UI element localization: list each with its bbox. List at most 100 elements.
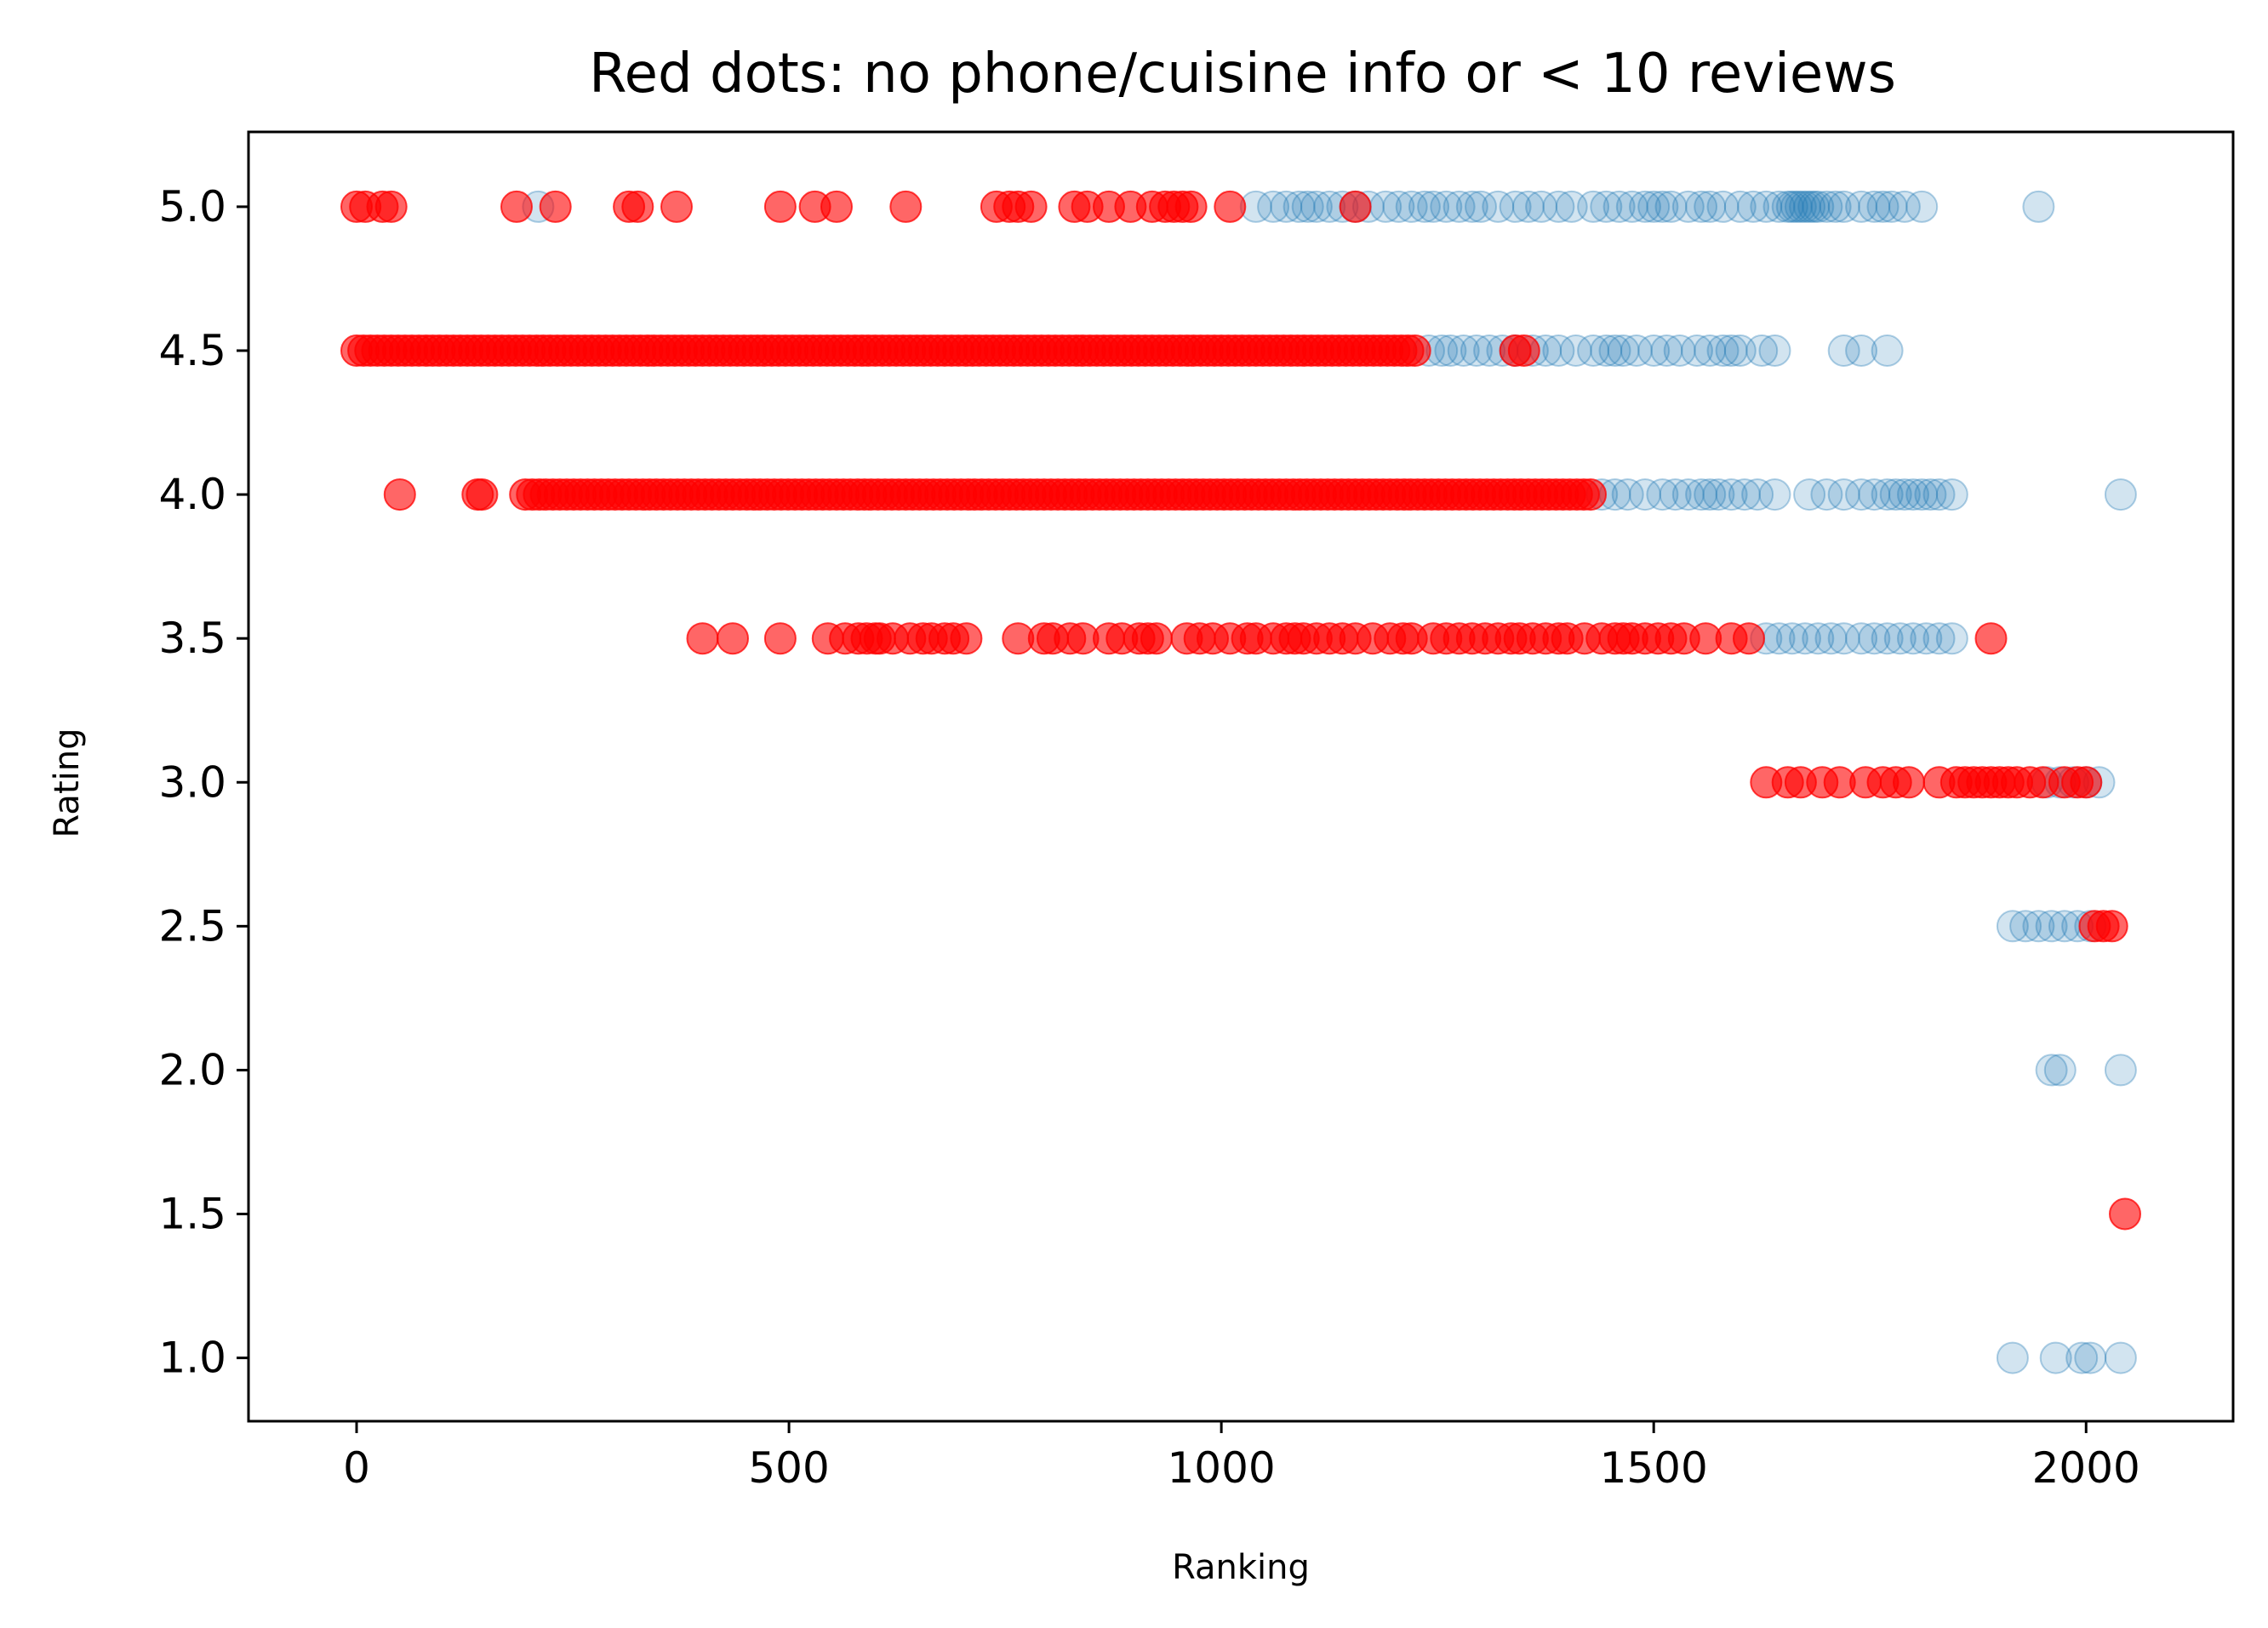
data-point xyxy=(1542,334,1575,367)
data-point xyxy=(466,478,499,511)
data-point xyxy=(1858,622,1891,655)
data-point xyxy=(1602,190,1636,223)
data-point xyxy=(763,622,797,655)
data-point xyxy=(1590,334,1623,367)
data-point xyxy=(686,622,719,655)
x-axis-label: Ranking xyxy=(1172,1548,1310,1587)
data-point xyxy=(1395,190,1428,223)
data-point xyxy=(2104,478,2137,511)
data-point xyxy=(1706,190,1740,223)
data-point xyxy=(1875,190,1908,223)
data-point xyxy=(1525,190,1558,223)
data-point xyxy=(1659,478,1692,511)
data-point xyxy=(1611,478,1644,511)
data-point xyxy=(1706,334,1740,367)
data-point xyxy=(2109,1197,2141,1231)
data-point xyxy=(1014,190,1048,223)
y-tick-label: 3.5 xyxy=(158,614,226,663)
x-axis: 0 500 1000 1500 2000 xyxy=(343,1421,2140,1493)
data-point xyxy=(1607,334,1640,367)
data-point xyxy=(1507,334,1540,367)
data-point xyxy=(1257,190,1290,223)
data-point xyxy=(1637,190,1671,223)
data-point xyxy=(1465,190,1497,223)
data-point xyxy=(1434,334,1467,367)
data-point xyxy=(1733,622,1765,655)
points-layer xyxy=(340,190,2141,1374)
data-point xyxy=(1935,478,1968,511)
data-point xyxy=(1922,478,1956,511)
data-point xyxy=(2104,1054,2137,1087)
data-point xyxy=(1775,190,1808,223)
data-point xyxy=(1646,190,1679,223)
x-tick-label: 0 xyxy=(343,1443,370,1493)
data-point xyxy=(1897,622,1929,655)
data-point xyxy=(1758,478,1791,511)
data-point xyxy=(1910,622,1943,655)
data-point xyxy=(1996,1341,2029,1374)
y-tick-label: 4.5 xyxy=(158,326,226,375)
data-point xyxy=(1511,190,1545,223)
data-point xyxy=(1430,190,1463,223)
data-point xyxy=(1827,478,1860,511)
y-tick-label: 2.0 xyxy=(158,1045,226,1094)
data-point xyxy=(1858,190,1891,223)
data-point xyxy=(1685,478,1718,511)
data-point xyxy=(1417,190,1450,223)
data-point xyxy=(1715,478,1748,511)
data-point xyxy=(1455,190,1488,223)
data-point xyxy=(1590,190,1623,223)
y-axis: 1.0 1.5 2.0 2.5 3.0 3.5 4.0 4.5 5.0 xyxy=(158,182,249,1383)
data-point xyxy=(1905,190,1939,223)
data-point xyxy=(1663,334,1696,367)
data-point xyxy=(1577,190,1610,223)
data-point xyxy=(1629,478,1661,511)
data-point xyxy=(1694,334,1727,367)
data-point xyxy=(1784,190,1817,223)
y-tick-label: 2.5 xyxy=(158,901,226,951)
data-point xyxy=(2043,1054,2077,1087)
data-point xyxy=(1637,334,1671,367)
y-tick-label: 5.0 xyxy=(158,182,226,231)
data-point xyxy=(1789,622,1821,655)
data-point xyxy=(1827,334,1860,367)
data-point xyxy=(1893,766,1925,799)
x-tick-label: 1000 xyxy=(1168,1443,1276,1493)
data-point xyxy=(1671,478,1705,511)
data-point xyxy=(1283,190,1316,223)
data-point xyxy=(1694,190,1727,223)
data-point xyxy=(1482,190,1515,223)
data-point xyxy=(1879,478,1912,511)
data-point xyxy=(1291,190,1324,223)
data-point xyxy=(1819,190,1852,223)
data-point xyxy=(1499,190,1532,223)
data-point xyxy=(1339,190,1372,223)
y-tick-label: 4.0 xyxy=(158,470,226,519)
data-point xyxy=(1845,334,1878,367)
data-point xyxy=(2009,910,2042,943)
data-point xyxy=(621,190,654,223)
data-point xyxy=(1888,190,1921,223)
data-point xyxy=(2065,1341,2099,1374)
data-point xyxy=(1442,190,1476,223)
data-point xyxy=(2070,766,2103,799)
data-point xyxy=(539,190,572,223)
data-point xyxy=(660,190,693,223)
data-point xyxy=(1866,190,1900,223)
data-point xyxy=(1408,190,1441,223)
data-point xyxy=(1140,622,1173,655)
data-point xyxy=(1555,190,1588,223)
data-point xyxy=(1888,478,1921,511)
data-point xyxy=(1574,478,1607,511)
data-point xyxy=(2095,910,2128,943)
data-point xyxy=(1793,190,1826,223)
data-point xyxy=(1214,190,1247,223)
data-point xyxy=(1650,334,1683,367)
data-point xyxy=(1270,190,1303,223)
series-red xyxy=(340,190,2141,1231)
data-point xyxy=(1789,190,1821,223)
y-tick-label: 1.0 xyxy=(158,1334,226,1383)
data-point xyxy=(1814,622,1848,655)
data-point xyxy=(1871,334,1904,367)
data-point xyxy=(1883,622,1917,655)
